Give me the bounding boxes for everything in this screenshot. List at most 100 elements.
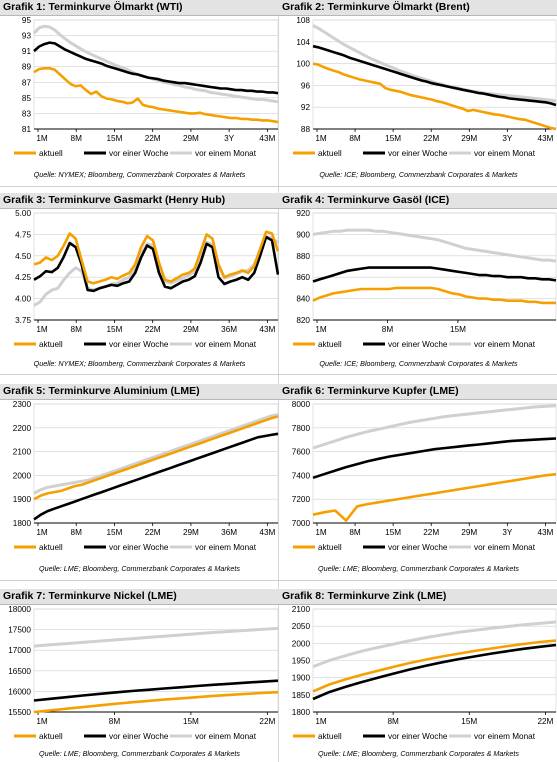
chart-svg: 3.75 4.00 4.25 4.50 4.75 5.00 1M 8M 15M 22M 29M 36M… xyxy=(14,209,279,349)
legend-label: aktuell xyxy=(318,149,342,158)
x-tick-label: 15M xyxy=(461,717,477,726)
legend-label: aktuell xyxy=(39,340,63,349)
chart-svg: 15500 16000 16500 17000 17500 18000 1M 8M 15M 22M… xyxy=(8,605,279,741)
y-tick-label: 91 xyxy=(22,47,32,56)
y-tick-label: 1900 xyxy=(13,495,32,504)
x-tick-label: 29M xyxy=(183,528,199,537)
x-tick-label: 1M xyxy=(36,325,48,334)
series-aktuell-line xyxy=(312,639,557,693)
series-monat-line xyxy=(33,413,279,495)
chart-title: Grafik 6: Terminkurve Kupfer (LME) xyxy=(282,385,459,397)
legend-label: aktuell xyxy=(39,149,63,158)
y-tick-label: 95 xyxy=(22,16,32,25)
x-tick-label: 43M xyxy=(537,528,553,537)
panel-8: Grafik 8: Terminkurve Zink (LME) 1800 185… xyxy=(279,589,557,762)
y-tick-label: 7600 xyxy=(292,448,311,457)
panel-title-bar: Grafik 4: Terminkurve Gasöl (ICE) xyxy=(279,193,557,209)
series-monat-line xyxy=(312,24,557,103)
x-tick-label: 15M xyxy=(385,134,401,143)
y-tick-label: 108 xyxy=(296,16,310,25)
series-woche-line xyxy=(33,679,279,702)
panel-divider xyxy=(279,374,557,375)
x-tick-label: 29M xyxy=(461,134,477,143)
series-aktuell-line xyxy=(33,415,279,501)
plot-area xyxy=(33,403,279,524)
y-tick-label: 880 xyxy=(296,252,310,261)
legend-label: aktuell xyxy=(318,340,342,349)
x-tick-label: 15M xyxy=(106,528,122,537)
chart-svg: 1800 1900 2000 2100 2200 2300 1M 8M 15M 22M 29M 36M… xyxy=(13,400,279,552)
x-tick-label: 8M xyxy=(387,717,399,726)
panel-title-bar: Grafik 8: Terminkurve Zink (LME) xyxy=(279,589,557,605)
series-woche-line xyxy=(33,235,279,293)
y-tick-label: 16000 xyxy=(8,687,31,696)
y-tick-label: 4.75 xyxy=(15,230,31,239)
chart-svg: 1800 1850 1900 1950 2000 2050 2100 1M 8M 15M 22M ak… xyxy=(292,605,557,741)
y-tick-label: 7200 xyxy=(292,495,311,504)
panel-title-bar: Grafik 2: Terminkurve Ölmarkt (Brent) xyxy=(279,0,557,16)
x-tick-label: 36M xyxy=(221,325,237,334)
x-tick-label: 3Y xyxy=(502,528,513,537)
x-tick-label: 43M xyxy=(259,528,275,537)
y-tick-label: 4.25 xyxy=(15,273,31,282)
x-tick-label: 8M xyxy=(71,325,83,334)
chart-source: Quelle: NYMEX; Bloomberg, Commerzbank Co… xyxy=(33,359,246,368)
chart-svg: 88 92 96 100 104 108 1M 8M 15M 22M 29M 3Y 43M aktuell… xyxy=(293,16,557,158)
y-tick-label: 4.50 xyxy=(15,252,31,261)
y-tick-label: 4.00 xyxy=(15,295,31,304)
x-tick-label: 22M xyxy=(145,134,161,143)
panel-title-bar: Grafik 3: Terminkurve Gasmarkt (Henry Hu… xyxy=(0,193,279,209)
legend-label: vor einer Woche xyxy=(388,149,448,158)
series-aktuell-line xyxy=(312,62,557,131)
y-tick-label: 7000 xyxy=(292,519,311,528)
y-tick-label: 85 xyxy=(22,94,32,103)
y-tick-label: 840 xyxy=(296,295,310,304)
series-woche-line xyxy=(312,266,557,283)
x-tick-label: 43M xyxy=(259,325,275,334)
panel-5: Grafik 5: Terminkurve Aluminium (LME) 18… xyxy=(0,384,279,581)
panel-divider xyxy=(0,580,279,581)
legend-label: vor einer Woche xyxy=(388,543,448,552)
legend-label: vor einem Monat xyxy=(195,543,257,552)
x-tick-label: 8M xyxy=(71,528,83,537)
x-tick-label: 8M xyxy=(349,528,361,537)
panel-divider xyxy=(279,186,557,187)
x-tick-label: 3Y xyxy=(224,134,235,143)
y-tick-label: 1800 xyxy=(13,519,32,528)
legend-label: aktuell xyxy=(39,732,63,741)
series-woche-line xyxy=(312,437,557,480)
legend-label: aktuell xyxy=(318,732,342,741)
panel-title-bar: Grafik 1: Terminkurve Ölmarkt (WTI) xyxy=(0,0,279,16)
y-tick-label: 860 xyxy=(296,273,310,282)
chart-title: Grafik 7: Terminkurve Nickel (LME) xyxy=(3,590,177,602)
x-tick-label: 22M xyxy=(423,134,439,143)
x-tick-label: 29M xyxy=(183,134,199,143)
y-tick-label: 100 xyxy=(296,60,310,69)
chart-title: Grafik 2: Terminkurve Ölmarkt (Brent) xyxy=(282,1,470,13)
chart-source: Quelle: LME; Bloomberg, Commerzbank Corp… xyxy=(318,564,519,573)
y-tick-label: 5.00 xyxy=(15,209,31,218)
legend-label: aktuell xyxy=(318,543,342,552)
x-tick-label: 22M xyxy=(145,325,161,334)
chart-svg: 820 840 860 880 900 920 1M 8M 15M aktuell vor eine… xyxy=(293,209,557,349)
legend-label: vor einem Monat xyxy=(474,149,536,158)
x-tick-label: 29M xyxy=(183,325,199,334)
x-tick-label: 29M xyxy=(461,528,477,537)
y-tick-label: 88 xyxy=(301,125,311,134)
series-woche-line xyxy=(33,41,279,95)
legend-label: vor einer Woche xyxy=(388,732,448,741)
series-monat-line xyxy=(312,620,557,669)
panel-1: Grafik 1: Terminkurve Ölmarkt (WTI) 81 83… xyxy=(0,0,279,188)
panel-divider xyxy=(0,374,279,375)
y-tick-label: 17000 xyxy=(8,646,31,655)
series-aktuell-line xyxy=(33,66,279,124)
chart-title: Grafik 3: Terminkurve Gasmarkt (Henry Hu… xyxy=(3,194,226,206)
x-tick-label: 22M xyxy=(145,528,161,537)
plot-area xyxy=(33,212,279,321)
x-tick-label: 43M xyxy=(259,134,275,143)
x-tick-label: 15M xyxy=(183,717,199,726)
x-tick-label: 15M xyxy=(106,134,122,143)
legend-label: vor einem Monat xyxy=(474,340,536,349)
y-tick-label: 2100 xyxy=(13,448,32,457)
y-tick-label: 900 xyxy=(296,230,310,239)
